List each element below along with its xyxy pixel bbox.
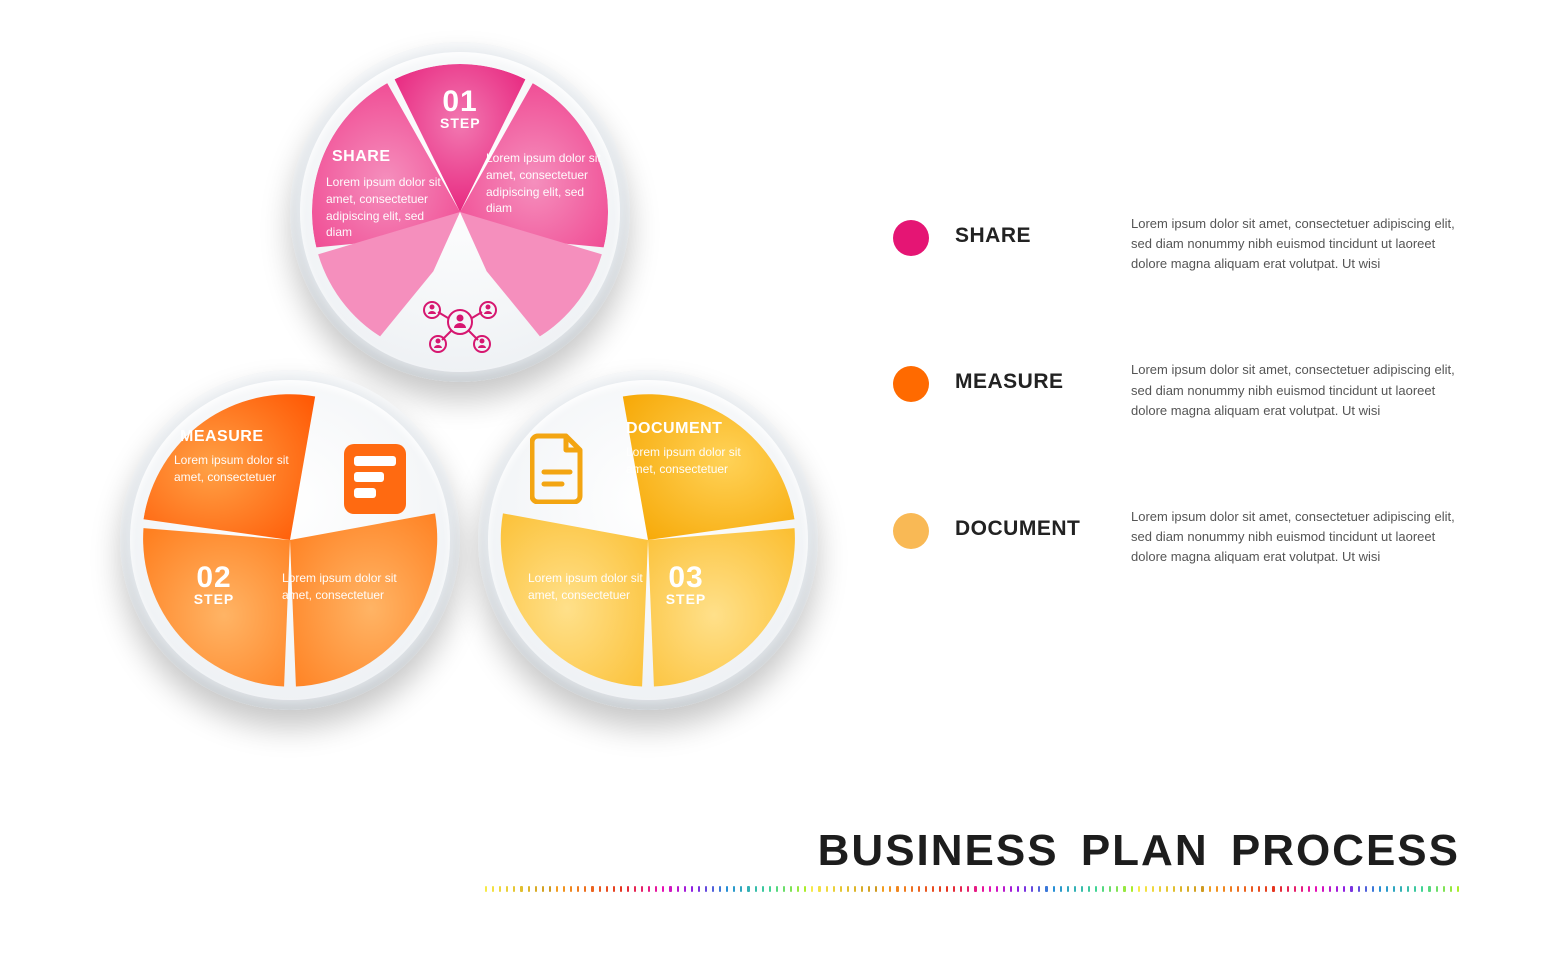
bars-icon [340,440,410,518]
infographic-canvas: 01 STEP SHARE Lorem ipsum dolor sit amet… [0,0,1568,980]
legend-title-measure: MEASURE [955,370,1105,394]
legend-desc-measure: Lorem ipsum dolor sit amet, consectetuer… [1131,360,1463,420]
legend-desc-document: Lorem ipsum dolor sit amet, consectetuer… [1131,507,1463,567]
main-title: BUSINESS PLAN PROCESS [818,826,1460,876]
legend-desc-share: Lorem ipsum dolor sit amet, consectetuer… [1131,214,1463,274]
legend-row-document: DOCUMENT Lorem ipsum dolor sit amet, con… [893,507,1463,567]
legend-dot-document [893,513,929,549]
document-icon [530,432,588,504]
legend-dot-share [893,220,929,256]
legend-row-measure: MEASURE Lorem ipsum dolor sit amet, cons… [893,360,1463,420]
legend-title-document: DOCUMENT [955,517,1105,541]
rainbow-separator [485,886,1460,894]
legend-row-share: SHARE Lorem ipsum dolor sit amet, consec… [893,214,1463,274]
network-icon [420,290,500,360]
step-slices-measure [142,392,438,688]
legend-dot-measure [893,366,929,402]
legend-title-share: SHARE [955,224,1105,248]
legend: SHARE Lorem ipsum dolor sit amet, consec… [893,214,1463,653]
